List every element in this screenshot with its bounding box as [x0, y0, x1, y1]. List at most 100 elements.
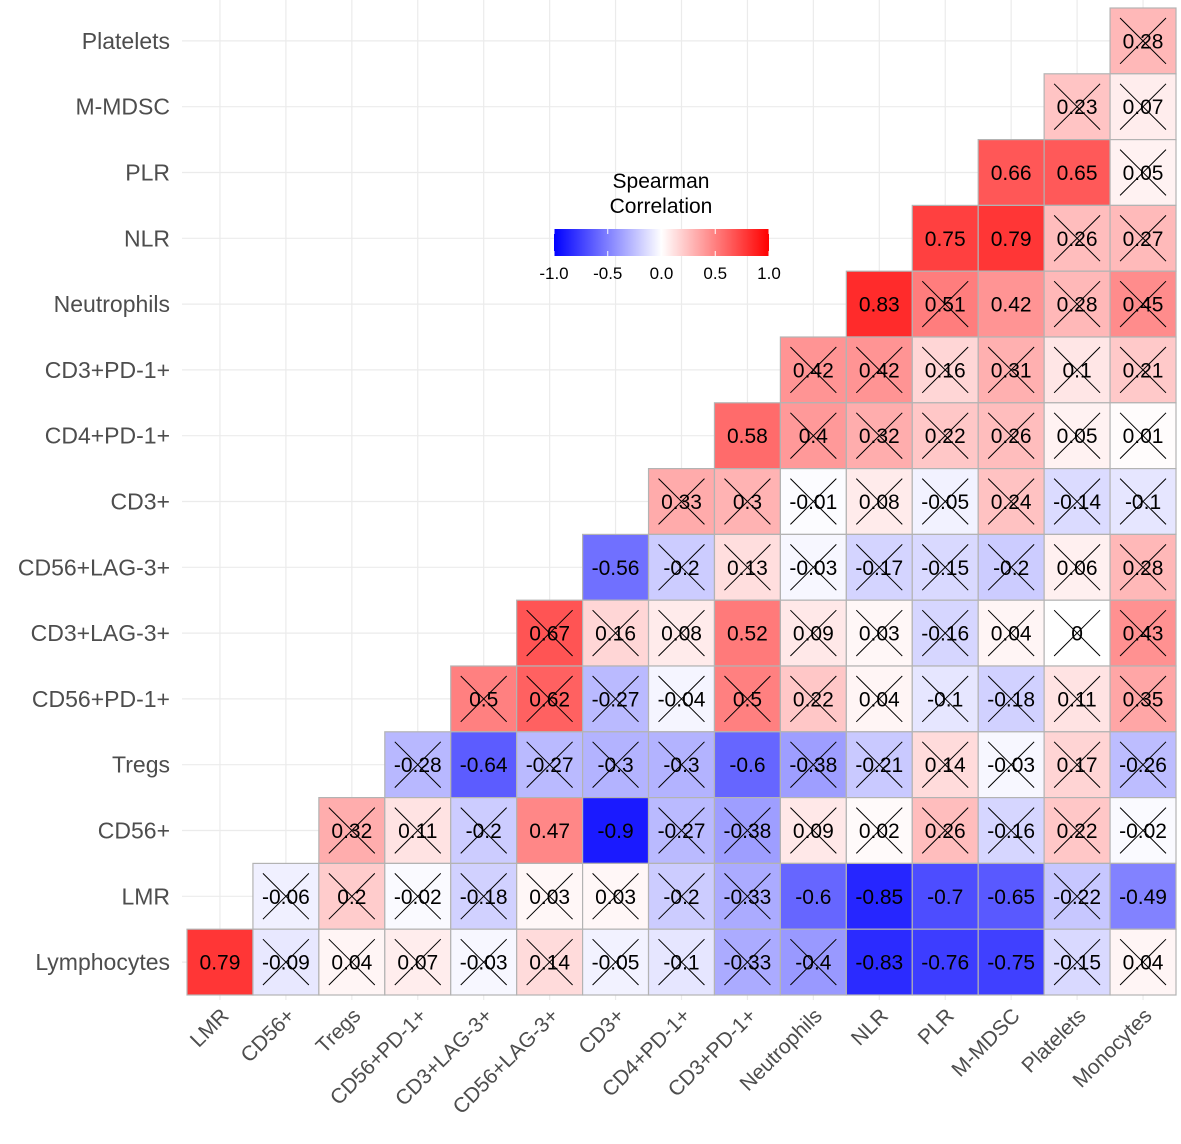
y-tick-label-neutrophils: Neutrophils — [54, 291, 170, 317]
non-significant-cross-mark — [790, 346, 837, 394]
cell-value-label: 0.03 — [529, 886, 570, 909]
heatmap-cell-cd56pospd-1pos-vs-platelets: 0.11 — [1043, 665, 1111, 733]
cell-value-label: 0.5 — [469, 688, 498, 711]
heatmap-cell-lmr-vs-plr: -0.7 — [911, 862, 979, 930]
heatmap-cell-cd3poslag-3pos-vs-nlr: 0.03 — [845, 599, 913, 667]
non-significant-cross-mark — [328, 938, 376, 986]
cell-value-label: -0.27 — [526, 754, 574, 777]
heatmap-cell-cd56pos-vs-cd3poslag-3pos: -0.2 — [450, 796, 518, 864]
heatmap-cell-nlr-vs-plr: 0.75 — [911, 204, 979, 272]
cell-value-label: 0.04 — [331, 952, 372, 975]
cell-value-label: -0.06 — [262, 886, 310, 909]
heatmap-cell-lymphocytes-vs-cd3pospd-1pos: -0.33 — [713, 928, 782, 996]
cell-value-label: -0.18 — [460, 886, 508, 909]
heatmap-cell-neutrophils-vs-platelets: 0.28 — [1043, 270, 1111, 338]
heatmap-cell-tregs-vs-neutrophils: -0.38 — [779, 731, 847, 799]
non-significant-cross-mark — [460, 873, 508, 920]
heatmap-cell-cd4pospd-1pos-vs-nlr: 0.32 — [845, 402, 913, 470]
cell-value-label: -0.33 — [723, 952, 771, 975]
heatmap-cell-tregs-vs-cd3poslag-3pos: -0.64 — [450, 731, 518, 799]
cell-value-label: 0.79 — [991, 228, 1032, 251]
cell-value-label: -0.9 — [597, 820, 633, 843]
cell-value-label: 0.05 — [1123, 162, 1164, 185]
heatmap-cell-lmr-vs-cd4pospd-1pos: -0.2 — [647, 862, 716, 930]
heatmap-cell-neutrophils-vs-monocytes: 0.45 — [1109, 270, 1177, 338]
heatmap-cell-cd56pos-vs-neutrophils: 0.09 — [779, 796, 847, 864]
heatmap-cell-cd56pos-vs-m-mdsc: -0.16 — [977, 796, 1045, 864]
cell-value-label: -0.09 — [262, 952, 310, 975]
non-significant-cross-mark — [1053, 412, 1101, 459]
non-significant-cross-mark — [262, 938, 310, 986]
heatmap-cell-cd56poslag-3pos-vs-cd4pospd-1pos: -0.2 — [647, 533, 716, 601]
heatmap-cell-cd56pos-vs-monocytes: -0.02 — [1109, 796, 1177, 864]
non-significant-cross-mark — [724, 544, 771, 591]
non-significant-cross-mark — [1053, 83, 1101, 130]
heatmap-cell-lymphocytes-vs-lmr: 0.79 — [186, 928, 254, 996]
non-significant-cross-mark — [855, 609, 903, 657]
heatmap-cell-fill — [186, 928, 254, 996]
heatmap-cell-lmr-vs-cd56poslag-3pos: 0.03 — [516, 862, 584, 930]
heatmap-cell-cd56pospd-1pos-vs-plr: -0.1 — [911, 665, 979, 733]
non-significant-cross-mark — [1119, 741, 1167, 788]
heatmap-cell-cd56pos-vs-cd56pospd-1pos: 0.11 — [384, 796, 452, 864]
cell-value-label: -0.21 — [855, 754, 903, 777]
cell-value-label: 0.42 — [859, 359, 900, 382]
non-significant-cross-mark — [855, 807, 903, 854]
non-significant-cross-mark — [460, 938, 508, 986]
cell-value-label: -0.65 — [987, 886, 1035, 909]
non-significant-cross-mark — [1053, 280, 1101, 328]
cell-value-label: -0.18 — [987, 688, 1035, 711]
heatmap-cell-lymphocytes-vs-platelets: -0.15 — [1043, 928, 1111, 996]
heatmap-cell-cd3pos-vs-cd4pospd-1pos: 0.33 — [647, 468, 716, 536]
cell-value-label: 0.02 — [859, 820, 900, 843]
non-significant-cross-mark — [658, 478, 705, 525]
cell-value-label: 0.32 — [331, 820, 372, 843]
cell-value-label: -0.33 — [723, 886, 771, 909]
non-significant-cross-mark — [658, 938, 705, 986]
non-significant-cross-mark — [987, 346, 1035, 394]
y-axis-tick-labels: Platelets M-MDSC PLR NLR Neutrophils CD3+PD-1… — [18, 28, 170, 975]
cell-value-label: 0.22 — [793, 688, 834, 711]
non-significant-cross-mark — [790, 675, 837, 723]
non-significant-cross-mark — [987, 807, 1035, 854]
non-significant-cross-mark — [592, 609, 639, 657]
heatmap-cell-lmr-vs-platelets: -0.22 — [1043, 862, 1111, 930]
cell-value-label: -0.7 — [927, 886, 963, 909]
non-significant-cross-mark — [1119, 609, 1167, 657]
non-significant-cross-mark — [592, 938, 639, 986]
cell-value-label: 0.66 — [991, 162, 1032, 185]
cell-value-label: 0.83 — [859, 294, 900, 317]
heatmap-cell-cd3pospd-1pos-vs-m-mdsc: 0.31 — [977, 336, 1045, 404]
heatmap-cell-lymphocytes-vs-cd56poslag-3pos: 0.14 — [516, 928, 584, 996]
non-significant-cross-mark — [921, 478, 969, 525]
cell-value-label: -0.2 — [663, 557, 699, 580]
heatmap-cell-fill — [977, 928, 1045, 996]
cell-value-label: 0.08 — [859, 491, 900, 514]
cell-value-label: -0.27 — [658, 820, 706, 843]
cell-value-label: -0.01 — [789, 491, 837, 514]
heatmap-cell-cd3poslag-3pos-vs-m-mdsc: 0.04 — [977, 599, 1045, 667]
cell-value-label: 0.01 — [1123, 425, 1164, 448]
heatmap-cell-neutrophils-vs-m-mdsc: 0.42 — [977, 270, 1045, 338]
heatmap-cell-lymphocytes-vs-cd56pos: -0.09 — [252, 928, 320, 996]
heatmap-cell-fill — [1043, 139, 1111, 207]
non-significant-cross-mark — [394, 807, 442, 854]
y-tick-label-m-mdsc: M-MDSC — [75, 94, 170, 120]
cell-value-label: 0.11 — [1057, 688, 1096, 711]
cell-value-label: 0.26 — [1057, 228, 1098, 251]
heatmap-cell-cd3pos-vs-platelets: -0.14 — [1043, 468, 1111, 536]
cell-value-label: -0.6 — [729, 754, 765, 777]
heatmap-cell-nlr-vs-platelets: 0.26 — [1043, 204, 1111, 272]
heatmap-cell-cd56pos-vs-platelets: 0.22 — [1043, 796, 1111, 864]
heatmap-cell-cd3pos-vs-plr: -0.05 — [911, 468, 979, 536]
heatmap-cell-cd3pospd-1pos-vs-platelets: 0.1 — [1043, 336, 1111, 404]
heatmap-cell-lymphocytes-vs-plr: -0.76 — [911, 928, 979, 996]
cell-value-label: 0.22 — [925, 425, 966, 448]
non-significant-cross-mark — [987, 675, 1035, 723]
cell-value-label: 0.05 — [1057, 425, 1098, 448]
cell-value-label: -0.56 — [592, 557, 640, 580]
non-significant-cross-mark — [987, 412, 1035, 459]
heatmap-cell-tregs-vs-plr: 0.14 — [911, 731, 979, 799]
non-significant-cross-mark — [394, 938, 442, 986]
heatmap-cell-lymphocytes-vs-nlr: -0.83 — [845, 928, 913, 996]
